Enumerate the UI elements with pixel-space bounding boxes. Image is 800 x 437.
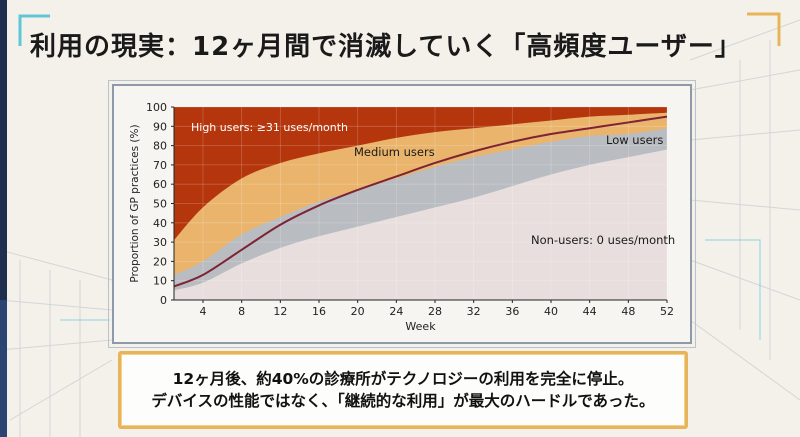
chart-labels: High users: ≥31 uses/month Medium users … xyxy=(129,121,675,333)
y-tick-label: 20 xyxy=(153,255,167,268)
x-tick-label: 44 xyxy=(583,305,597,318)
series-line xyxy=(173,115,668,288)
annotation-low-users: Low users xyxy=(606,133,663,147)
annotation-high-users: High users: ≥31 uses/month xyxy=(191,121,348,134)
annotation-non-users: Non-users: 0 uses/month xyxy=(531,233,675,247)
x-tick-label: 28 xyxy=(428,305,442,318)
y-tick-label: 40 xyxy=(153,217,167,230)
y-tick-label: 80 xyxy=(153,140,167,153)
left-accent-bar xyxy=(0,0,7,437)
x-tick-label: 40 xyxy=(544,305,558,318)
corner-bracket-top-right xyxy=(747,12,781,46)
slide-title: 利用の現実：12ヶ月間で消滅していく「高頻度ユーザー」 xyxy=(30,32,742,62)
annotation-medium-users: Medium users xyxy=(354,145,435,159)
left-accent-bar-lower xyxy=(0,300,7,437)
x-tick-label: 8 xyxy=(238,305,245,318)
chart-axes: 4 8 12 16 20 24 28 32 36 40 44 48 520102030405060708… xyxy=(146,101,674,318)
y-axis-label: Proportion of GP practices (%) xyxy=(129,124,141,282)
x-tick-label: 20 xyxy=(351,305,365,318)
chart-frame: 4 8 12 16 20 24 28 32 36 40 44 48 52 0 10 20 30 40 50 60 70 8… xyxy=(108,80,696,348)
x-tick-label: 24 xyxy=(389,305,403,318)
area-chart: 4 8 12 16 20 24 28 32 36 40 44 48 520102030405060708… xyxy=(129,101,675,333)
y-tick-label: 0 xyxy=(160,294,167,307)
corner-bracket-top-left xyxy=(18,14,50,46)
x-tick-label: 16 xyxy=(312,305,326,318)
y-tick-label: 70 xyxy=(153,159,167,172)
y-tick-label: 60 xyxy=(153,178,167,191)
y-tick-label: 50 xyxy=(153,198,167,211)
callout-box: 12ヶ月後、約40%の診療所がテクノロジーの利用を完全に停止。 デバイスの性能で… xyxy=(118,351,688,429)
callout-line-2: デバイスの性能ではなく、「継続的な利用」が最大のハードルであった。 xyxy=(151,392,655,410)
area-band-0 xyxy=(174,149,667,300)
y-tick-label: 30 xyxy=(153,236,167,249)
x-tick-label: 52 xyxy=(660,305,674,318)
chart-line xyxy=(173,115,668,288)
y-tick-label: 100 xyxy=(146,101,167,114)
x-tick-label: 4 xyxy=(200,305,207,318)
x-tick-label: 12 xyxy=(273,305,287,318)
x-tick-label: 32 xyxy=(467,305,481,318)
callout-line-1: 12ヶ月後、約40%の診療所がテクノロジーの利用を完全に停止。 xyxy=(172,370,634,388)
chart-areas xyxy=(174,107,667,300)
x-tick-label: 36 xyxy=(505,305,519,318)
y-tick-label: 90 xyxy=(153,120,167,133)
y-tick-label: 10 xyxy=(153,275,167,288)
x-axis-label: Week xyxy=(405,320,436,333)
x-tick-label: 48 xyxy=(621,305,635,318)
